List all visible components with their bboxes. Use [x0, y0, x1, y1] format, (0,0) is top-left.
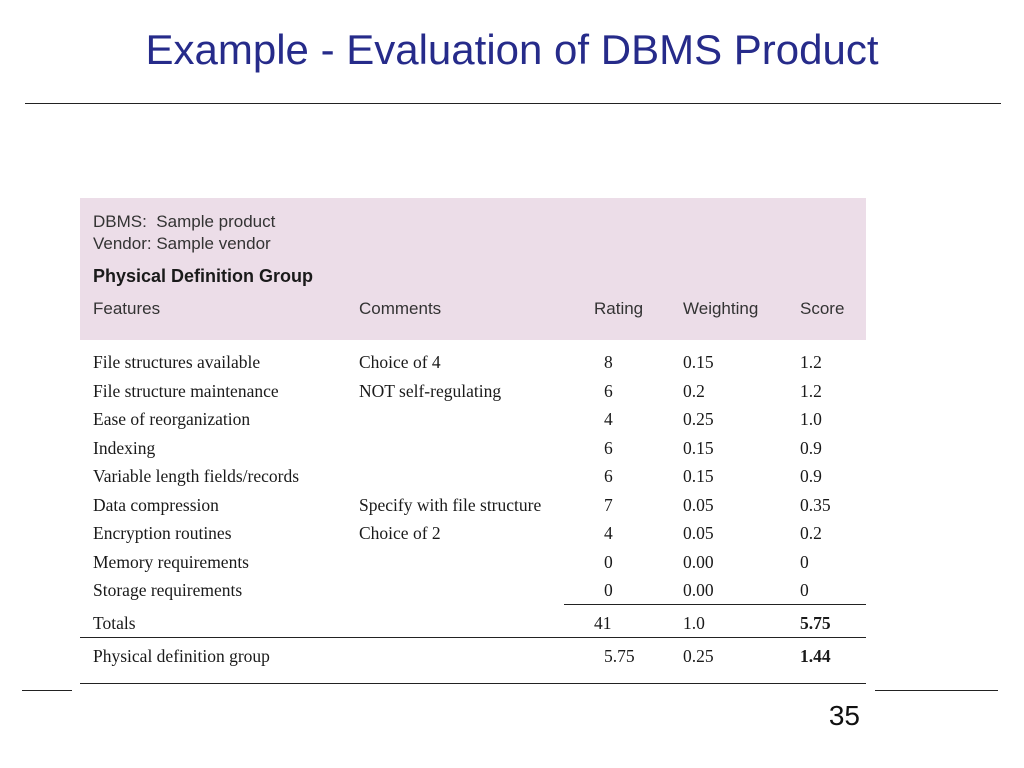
comment-cell: Choice of 2	[359, 523, 441, 543]
weighting-cell: 0.15	[683, 437, 714, 458]
table-row: Indexing 6 0.15 0.9	[80, 438, 866, 466]
rating-cell: 4	[604, 409, 613, 429]
rating-cell: 8	[604, 352, 613, 372]
rating-cell: 6	[604, 466, 613, 486]
feature-cell: Data compression	[93, 494, 219, 515]
footer-rule-left	[22, 690, 72, 691]
column-header-features: Features	[93, 299, 161, 318]
score-cell: 0.9	[800, 437, 822, 458]
feature-cell: File structure maintenance	[93, 380, 279, 401]
feature-cell: Variable length fields/records	[93, 466, 300, 486]
weighting-cell: 0.05	[683, 523, 714, 543]
totals-weighting: 1.0	[683, 613, 705, 633]
weighting-cell: 0.25	[683, 409, 714, 429]
column-header-weighting: Weighting	[683, 299, 759, 318]
table-bottom-rule	[80, 683, 866, 684]
totals-score: 5.75	[800, 613, 831, 633]
feature-cell: Ease of reorganization	[93, 409, 251, 429]
totals-rating: 41	[594, 613, 612, 633]
score-cell: 0.9	[800, 466, 822, 486]
group-summary-rating: 5.75	[604, 646, 635, 666]
table-row: Data compression Specify with file struc…	[80, 495, 866, 523]
group-summary-row: Physical definition group 5.75 0.25 1.44	[80, 646, 866, 674]
table-row: Encryption routines Choice of 2 4 0.05 0…	[80, 523, 866, 551]
rating-cell: 0	[604, 580, 613, 600]
table-row: Variable length fields/records 6 0.15 0.…	[80, 466, 866, 494]
totals-label: Totals	[93, 613, 136, 633]
group-summary-score: 1.44	[800, 646, 831, 666]
group-divider	[80, 637, 866, 638]
score-cell: 0.2	[800, 523, 822, 543]
comment-cell: Choice of 4	[359, 352, 441, 372]
footer-rule-right	[875, 690, 998, 691]
comment-cell: NOT self-regulating	[359, 380, 502, 401]
score-cell: 1.2	[800, 380, 822, 401]
feature-cell: File structures available	[93, 352, 261, 372]
rating-cell: 0	[604, 551, 613, 572]
feature-cell: Storage requirements	[93, 580, 243, 600]
dbms-value: Sample product	[156, 212, 276, 231]
page-number: 35	[828, 700, 860, 731]
table-header-panel: DBMS: Sample product Vendor: Sample vend…	[80, 198, 866, 340]
weighting-cell: 0.00	[683, 551, 714, 572]
score-cell: 0.35	[800, 494, 831, 515]
group-summary-weighting: 0.25	[683, 646, 714, 666]
weighting-cell: 0.15	[683, 466, 714, 486]
weighting-cell: 0.00	[683, 580, 714, 600]
totals-divider	[564, 604, 866, 605]
column-header-comments: Comments	[359, 299, 442, 318]
rating-cell: 4	[604, 523, 613, 543]
table-row: File structures available Choice of 4 8 …	[80, 352, 866, 380]
dbms-label: DBMS:	[93, 212, 147, 231]
feature-cell: Indexing	[93, 437, 156, 458]
table-row: Ease of reorganization 4 0.25 1.0	[80, 409, 866, 437]
table-row: Memory requirements 0 0.00 0	[80, 552, 866, 580]
totals-row: Totals 41 1.0 5.75	[80, 613, 866, 641]
column-header-rating: Rating	[594, 299, 644, 318]
rating-cell: 7	[604, 494, 613, 515]
dbms-line: DBMS: Sample product	[93, 212, 275, 232]
column-header-score: Score	[800, 299, 845, 318]
slide-title: Example - Evaluation of DBMS Product	[145, 26, 879, 73]
title-divider	[25, 103, 1001, 104]
vendor-line: Vendor: Sample vendor	[93, 234, 271, 254]
score-cell: 0	[800, 580, 809, 600]
table-row: File structure maintenance NOT self-regu…	[80, 381, 866, 409]
weighting-cell: 0.2	[683, 380, 705, 401]
feature-cell: Encryption routines	[93, 523, 232, 543]
rating-cell: 6	[604, 380, 613, 401]
comment-cell: Specify with file structure	[359, 494, 542, 515]
rating-cell: 6	[604, 437, 613, 458]
weighting-cell: 0.15	[683, 352, 714, 372]
evaluation-table: DBMS: Sample product Vendor: Sample vend…	[80, 198, 866, 684]
score-cell: 1.0	[800, 409, 822, 429]
group-summary-label: Physical definition group	[93, 646, 270, 666]
weighting-cell: 0.05	[683, 494, 714, 515]
vendor-value: Sample vendor	[156, 234, 271, 253]
vendor-label: Vendor:	[93, 234, 152, 253]
score-cell: 1.2	[800, 352, 822, 372]
table-row: Storage requirements 0 0.00 0	[80, 580, 866, 608]
score-cell: 0	[800, 551, 809, 572]
group-title: Physical Definition Group	[93, 266, 314, 286]
feature-cell: Memory requirements	[93, 551, 249, 572]
